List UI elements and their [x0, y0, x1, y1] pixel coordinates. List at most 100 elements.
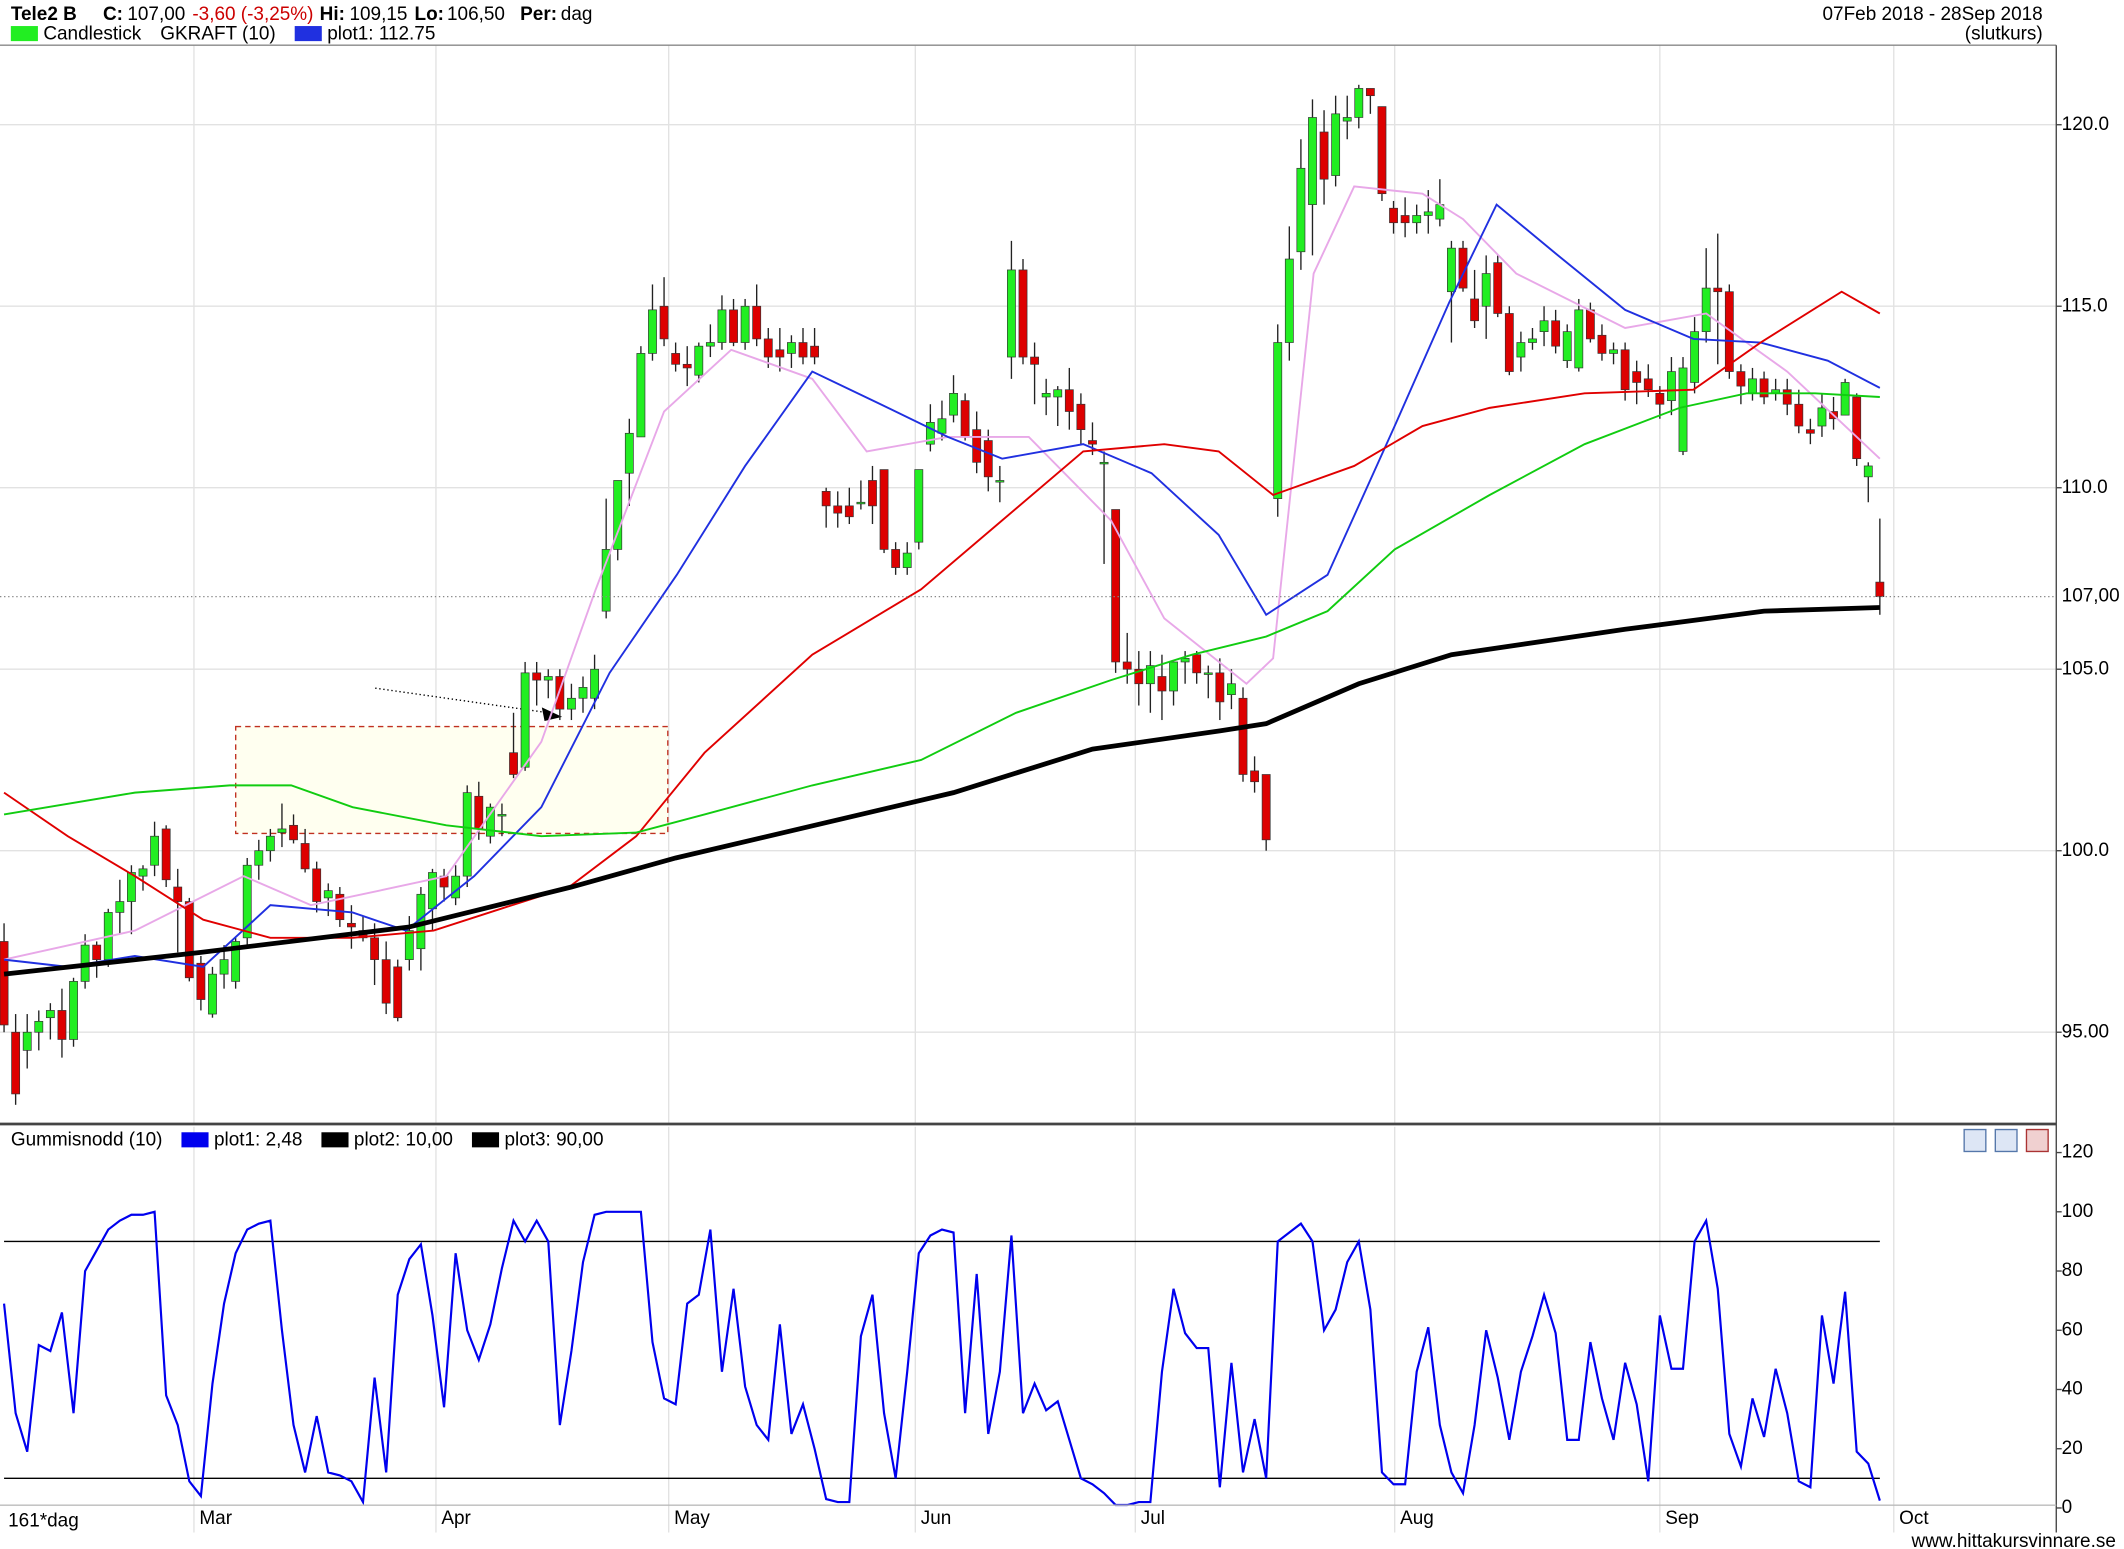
candle-body: [242, 864, 252, 939]
y-tick-label: 60: [2062, 1319, 2083, 1340]
candle-body: [1099, 461, 1109, 465]
candle-body: [1076, 403, 1086, 430]
candle-body: [1331, 113, 1341, 176]
legend-label: plot2: 10,00: [354, 1129, 453, 1150]
legend-label: Candlestick: [43, 23, 141, 44]
x-tick-label: Aug: [1400, 1508, 1434, 1529]
candle-body: [1701, 287, 1711, 332]
candle-body: [1169, 661, 1178, 692]
candle-body: [590, 668, 599, 699]
candle-body: [138, 868, 148, 877]
candle-body: [277, 828, 287, 833]
y-tick-label: 20: [2062, 1438, 2083, 1459]
candle-body: [393, 966, 403, 1019]
series-line: [3, 605, 1880, 977]
y-tick-label: 100.0: [2062, 840, 2109, 861]
candle-body: [1667, 371, 1676, 401]
candle-body: [92, 944, 102, 960]
candle-body: [254, 850, 264, 866]
y-tick-label: 0: [2062, 1497, 2073, 1518]
candle-body: [497, 814, 507, 817]
candle-body: [1145, 665, 1155, 685]
candle-body: [0, 941, 9, 1026]
candle-body: [1400, 215, 1410, 224]
label: Hi:: [320, 4, 345, 25]
candle-body: [937, 418, 947, 434]
candle-body: [1157, 676, 1167, 692]
legend-label: plot1: 2,48: [214, 1129, 303, 1150]
candle-body: [902, 552, 912, 568]
candle-body: [659, 305, 669, 340]
value: 109,15: [349, 4, 407, 25]
candle-body: [1377, 106, 1387, 195]
candle-body: [289, 824, 298, 841]
date-range: 07Feb 2018 - 28Sep 2018: [1823, 4, 2043, 25]
candle-body: [555, 676, 565, 710]
series-line: [3, 392, 1880, 838]
candle-body: [1018, 269, 1028, 358]
panel-icon[interactable]: [2025, 1128, 2049, 1153]
y-tick-label: 115.0: [2062, 295, 2108, 316]
candle-body: [1192, 654, 1202, 674]
candle-body: [1180, 657, 1190, 663]
series-line: [2, 1210, 1881, 1507]
candle-body: [705, 342, 715, 347]
candle-body: [115, 901, 125, 913]
candle-body: [925, 422, 935, 445]
candle-body: [173, 886, 183, 902]
candle-body: [1447, 247, 1456, 293]
candle-body: [208, 973, 217, 1015]
candle-body: [729, 309, 738, 343]
legend-swatch: [294, 26, 322, 42]
candle-body: [520, 672, 530, 768]
legend-label: GKRAFT (10): [160, 23, 275, 44]
candle-body: [532, 672, 542, 681]
candle-body: [1643, 378, 1653, 391]
candle-body: [219, 959, 229, 975]
panel-icon[interactable]: [1994, 1128, 2018, 1153]
y-tick-label: 105.0: [2062, 658, 2109, 679]
candle-body: [601, 549, 611, 612]
candle-body: [1690, 331, 1699, 383]
candle-body: [1713, 287, 1723, 293]
y-tick-label: 110.0: [2062, 477, 2108, 498]
candle-body: [381, 959, 391, 1004]
legend-swatch: [10, 26, 38, 42]
candle-body: [335, 893, 345, 921]
candle-body: [1227, 683, 1236, 695]
panel-icon[interactable]: [1963, 1128, 1987, 1153]
candle-body: [1875, 581, 1885, 597]
x-tick-label: Sep: [1665, 1508, 1699, 1529]
candle-body: [983, 440, 993, 478]
candle-body: [11, 1031, 21, 1095]
candle-body: [671, 353, 681, 365]
x-tick-label: Jun: [921, 1508, 952, 1529]
candle-body: [879, 469, 889, 550]
candle-body: [1805, 429, 1815, 434]
y-tick-label: 95.00: [2062, 1021, 2109, 1042]
candle-body: [1319, 131, 1329, 180]
candle-body: [694, 345, 704, 376]
value: 106,50: [447, 4, 505, 25]
candle-body: [312, 868, 322, 902]
candle-body: [1342, 117, 1352, 122]
candle-body: [1053, 389, 1063, 398]
candle-body: [485, 806, 495, 837]
x-tick-label: Apr: [441, 1508, 471, 1529]
candle-body: [1041, 393, 1051, 398]
candle-body: [648, 309, 657, 354]
label: C:: [103, 4, 123, 25]
legend-swatch: [471, 1132, 500, 1148]
candle-body: [1273, 342, 1283, 499]
candle-body: [1551, 320, 1561, 347]
value: 107,00: [127, 4, 185, 25]
candle-body: [45, 1010, 55, 1019]
candle-body: [1064, 389, 1074, 412]
series-line: [3, 203, 1881, 968]
x-tick-label: Oct: [1899, 1508, 1929, 1529]
label: Lo:: [415, 4, 444, 25]
y-tick-label: 40: [2062, 1378, 2083, 1399]
legend-swatch: [321, 1132, 349, 1148]
candle-body: [891, 549, 901, 568]
candle-body: [1620, 349, 1630, 391]
